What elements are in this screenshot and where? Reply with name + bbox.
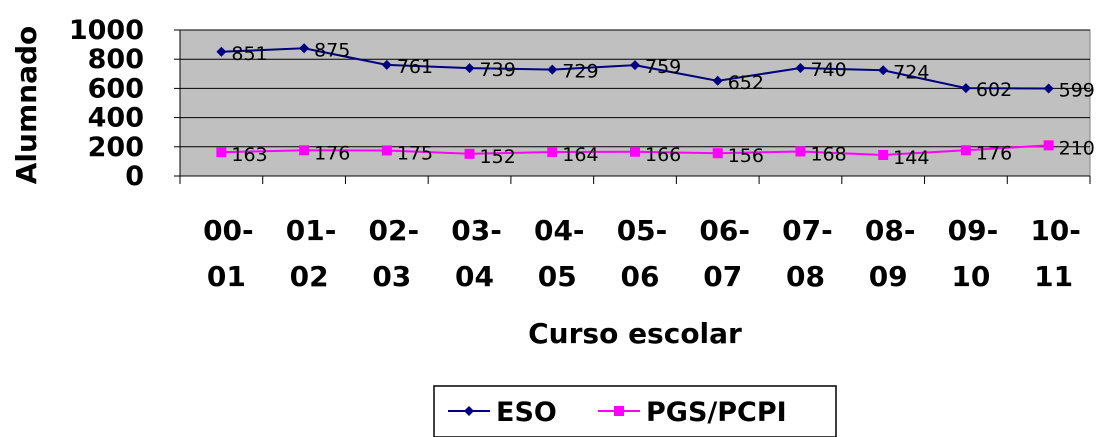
x-tick-label: 04- <box>534 214 585 247</box>
y-tick-label: 800 <box>88 44 144 75</box>
data-label: 599 <box>1059 80 1095 102</box>
data-label: 163 <box>231 144 267 166</box>
point <box>630 60 640 71</box>
x-tick-label: 10 <box>951 260 990 293</box>
y-tick-label: 0 <box>125 161 144 192</box>
data-label: 740 <box>810 59 846 81</box>
x-tick-label: 08- <box>865 214 916 247</box>
data-label: 152 <box>480 146 516 168</box>
x-tick-labels: 00- 01 01- 02 02- 03 03- 04 04- 05 05- 06 06- 07 07- 08… <box>203 214 1081 293</box>
point <box>464 63 475 74</box>
point <box>712 148 723 159</box>
x-tick-label: 03- <box>451 214 502 247</box>
legend-label: PGS/PCPI <box>646 397 787 428</box>
point <box>795 62 806 73</box>
point <box>712 75 723 86</box>
point <box>299 145 310 156</box>
data-label: 210 <box>1059 137 1095 159</box>
x-tick-label: 01 <box>207 260 246 293</box>
point <box>614 406 624 416</box>
x-tick-label: 00- <box>203 214 254 247</box>
legend-item-pgs-pcpi: PGS/PCPI <box>598 397 787 428</box>
series-lines <box>216 43 1054 160</box>
y-tick-label: 1000 <box>69 15 144 46</box>
axes <box>174 29 1091 184</box>
point <box>547 64 558 75</box>
data-label: 761 <box>397 56 433 78</box>
x-axis-title: Curso escolar <box>528 317 742 350</box>
data-label: 759 <box>645 56 681 78</box>
point <box>960 145 971 156</box>
x-tick-label: 10- <box>1030 214 1081 247</box>
data-label: 168 <box>810 143 846 165</box>
legend-label: ESO <box>496 397 557 428</box>
x-tick-label: 06 <box>621 260 660 293</box>
data-label: 166 <box>645 144 681 166</box>
gridlines <box>180 29 1090 148</box>
point <box>464 406 474 416</box>
x-tick-label: 04 <box>455 260 494 293</box>
data-label: 739 <box>480 59 516 81</box>
x-tick-label: 07- <box>782 214 833 247</box>
point <box>878 149 889 160</box>
legend-item-eso: ESO <box>448 397 557 428</box>
point <box>381 59 392 70</box>
series-eso <box>216 43 1054 94</box>
x-tick-label: 02 <box>290 260 329 293</box>
x-tick-label: 11 <box>1034 260 1073 293</box>
data-label: 724 <box>893 61 929 83</box>
point <box>630 146 640 157</box>
point <box>1043 140 1054 151</box>
point <box>547 147 558 158</box>
x-tick-label: 03 <box>372 260 411 293</box>
x-tick-label: 08 <box>786 260 825 293</box>
data-labels: 851 875 761 739 729 759 652 740 724 602 599 163 176 1… <box>231 39 1095 169</box>
y-tick-label: 200 <box>88 132 144 163</box>
x-tick-label: 05 <box>538 260 577 293</box>
point <box>960 83 971 94</box>
data-label: 176 <box>976 142 1012 164</box>
point <box>795 146 806 157</box>
data-label: 602 <box>976 79 1012 101</box>
data-label: 175 <box>397 142 433 164</box>
point <box>464 148 475 159</box>
series-pgs-pcpi <box>216 140 1054 160</box>
data-label: 164 <box>562 144 598 166</box>
data-label: 652 <box>728 72 764 94</box>
x-tick-label: 02- <box>369 214 420 247</box>
legend: ESO PGS/PCPI <box>433 385 837 437</box>
data-label: 851 <box>231 43 267 65</box>
y-axis-title: Alumnado <box>10 26 43 184</box>
x-tick-label: 07 <box>703 260 742 293</box>
data-label: 144 <box>893 147 929 169</box>
data-label: 156 <box>728 145 764 167</box>
x-tick-label: 05- <box>617 214 668 247</box>
y-tick-label: 400 <box>88 103 144 134</box>
point <box>299 43 310 54</box>
point <box>1043 83 1054 94</box>
data-label: 729 <box>562 61 598 83</box>
data-label: 176 <box>314 142 350 164</box>
point <box>216 147 227 158</box>
point <box>878 65 889 76</box>
y-tick-label: 600 <box>88 73 144 104</box>
x-tick-label: 06- <box>699 214 750 247</box>
x-tick-label: 09- <box>948 214 999 247</box>
data-label: 875 <box>314 39 350 61</box>
x-tick-label: 01- <box>286 214 337 247</box>
x-tick-label: 09 <box>869 260 908 293</box>
point <box>216 46 227 57</box>
point <box>381 145 392 156</box>
